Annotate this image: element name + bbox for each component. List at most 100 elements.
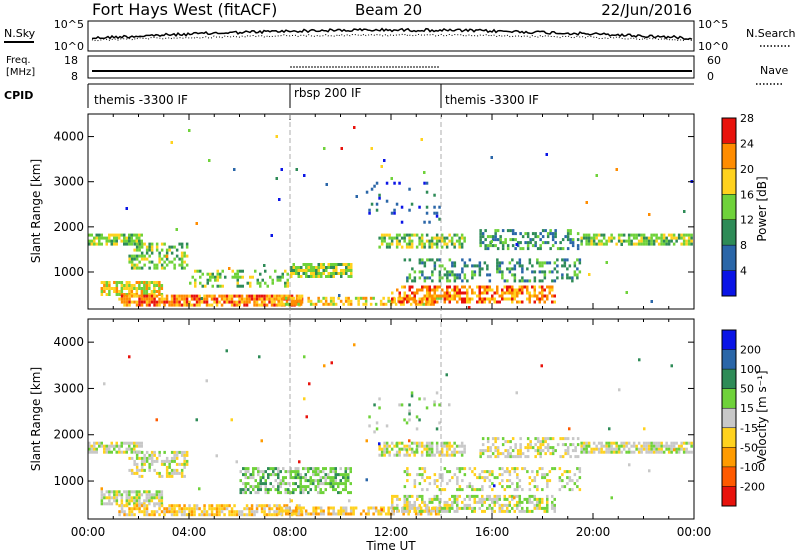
data-cell bbox=[365, 190, 369, 194]
data-cell bbox=[513, 273, 517, 277]
data-cell bbox=[597, 242, 601, 246]
data-cell bbox=[541, 291, 544, 295]
data-cell bbox=[488, 497, 491, 501]
data-cell bbox=[433, 403, 436, 407]
data-cell bbox=[332, 470, 335, 474]
data-cell bbox=[655, 233, 658, 237]
data-cell bbox=[396, 494, 399, 498]
data-cell bbox=[353, 343, 356, 347]
data-cell bbox=[576, 467, 579, 471]
data-cell bbox=[314, 473, 317, 477]
data-cell bbox=[100, 496, 104, 500]
data-cell bbox=[486, 506, 489, 510]
data-cell bbox=[672, 233, 676, 237]
data-cell bbox=[516, 241, 520, 245]
data-cell bbox=[436, 485, 439, 489]
data-cell bbox=[105, 450, 108, 454]
data-cell bbox=[305, 415, 308, 419]
data-cell bbox=[88, 450, 91, 454]
data-cell bbox=[108, 490, 111, 494]
data-cell bbox=[118, 281, 121, 284]
data-cell bbox=[347, 479, 350, 483]
data-cell bbox=[140, 287, 144, 290]
data-cell bbox=[93, 441, 96, 445]
data-cell bbox=[458, 467, 462, 471]
data-cell bbox=[501, 506, 504, 510]
data-cell bbox=[491, 488, 494, 492]
data-cell bbox=[168, 462, 171, 466]
data-cell bbox=[123, 239, 126, 243]
data-cell bbox=[481, 485, 484, 489]
data-cell bbox=[123, 287, 126, 290]
data-cell bbox=[185, 450, 189, 454]
data-cell bbox=[448, 447, 451, 451]
data-cell bbox=[440, 444, 444, 448]
data-cell bbox=[427, 509, 430, 513]
data-cell bbox=[437, 512, 440, 516]
data-cell bbox=[125, 441, 128, 445]
data-cell bbox=[546, 449, 550, 453]
data-cell bbox=[123, 300, 126, 304]
data-cell bbox=[443, 500, 446, 504]
data-cell bbox=[516, 288, 519, 292]
data-cell bbox=[378, 397, 381, 401]
data-cell bbox=[435, 239, 439, 243]
data-cell bbox=[288, 294, 291, 298]
data-cell bbox=[319, 470, 322, 474]
data-cell bbox=[108, 493, 111, 497]
data-cell bbox=[479, 449, 482, 453]
data-cell bbox=[610, 450, 613, 454]
data-cell bbox=[501, 509, 504, 513]
data-cell bbox=[319, 299, 323, 303]
data-cell bbox=[244, 476, 247, 480]
data-cell bbox=[423, 261, 427, 265]
data-cell bbox=[130, 239, 133, 243]
data-cell bbox=[528, 258, 532, 262]
data-cell bbox=[526, 288, 529, 292]
data-cell bbox=[163, 513, 166, 517]
data-cell bbox=[528, 279, 532, 283]
data-cell bbox=[243, 303, 246, 307]
data-cell bbox=[640, 236, 643, 240]
data-cell bbox=[138, 294, 141, 298]
data-cell bbox=[128, 496, 131, 500]
data-cell bbox=[677, 450, 681, 454]
data-cell bbox=[461, 279, 464, 283]
data-cell bbox=[448, 441, 451, 445]
data-cell bbox=[504, 449, 507, 453]
data-cell bbox=[175, 450, 179, 454]
data-cell bbox=[278, 504, 281, 508]
data-cell bbox=[398, 441, 401, 445]
data-cell bbox=[513, 467, 517, 471]
data-cell bbox=[135, 493, 139, 497]
data-cell bbox=[250, 294, 254, 298]
colorbar-swatch bbox=[722, 245, 736, 271]
data-cell bbox=[607, 239, 611, 243]
data-cell bbox=[165, 459, 169, 463]
data-cell bbox=[481, 452, 485, 456]
data-cell bbox=[180, 510, 184, 514]
data-cell bbox=[329, 482, 332, 486]
data-cell bbox=[523, 497, 526, 501]
data-cell bbox=[158, 281, 161, 284]
data-cell bbox=[600, 444, 603, 448]
data-cell bbox=[390, 441, 394, 445]
data-cell bbox=[539, 452, 542, 456]
data-cell bbox=[307, 275, 310, 278]
data-cell bbox=[504, 440, 507, 444]
data-cell bbox=[138, 300, 141, 304]
data-cell bbox=[364, 299, 368, 303]
data-cell bbox=[382, 302, 385, 306]
data-cell bbox=[175, 504, 179, 508]
data-cell bbox=[576, 443, 580, 447]
data-cell bbox=[113, 236, 116, 240]
data-cell bbox=[396, 503, 399, 507]
data-cell bbox=[576, 479, 579, 483]
data-cell bbox=[183, 474, 186, 478]
data-cell bbox=[468, 485, 472, 489]
data-cell bbox=[539, 232, 542, 236]
data-cell bbox=[438, 476, 442, 480]
data-cell bbox=[524, 232, 527, 236]
data-cell bbox=[486, 273, 489, 277]
data-cell bbox=[173, 456, 176, 460]
